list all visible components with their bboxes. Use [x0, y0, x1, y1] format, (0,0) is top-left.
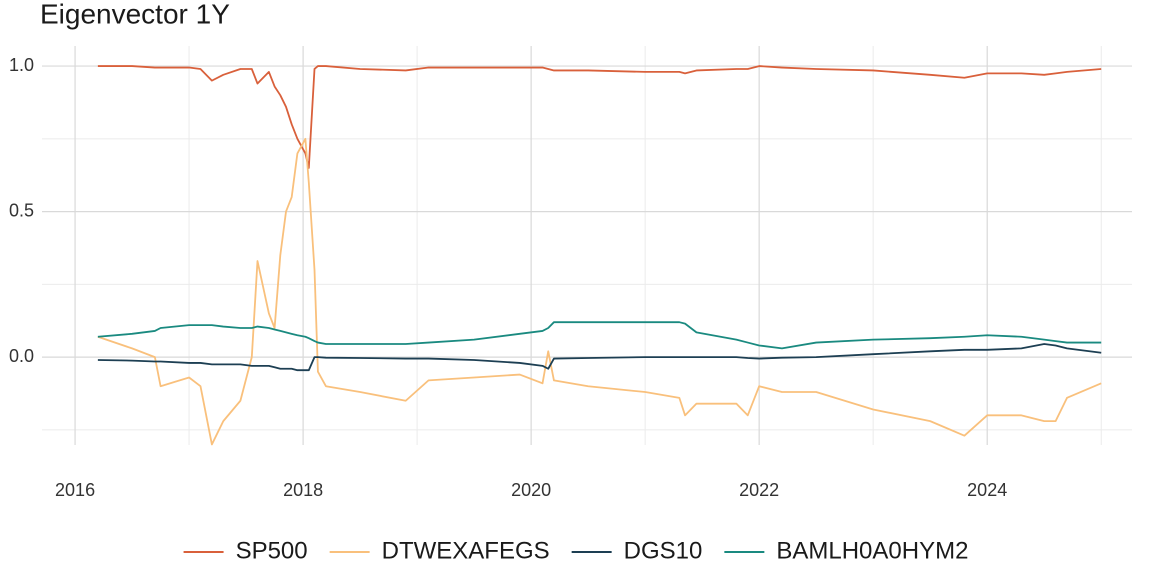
- series-line: [97, 343, 1102, 372]
- legend-label: DTWEXAFEGS: [382, 537, 550, 564]
- series-line: [97, 65, 1102, 169]
- x-tick-label: 2024: [967, 480, 1007, 500]
- y-tick-label: 1.0: [9, 55, 34, 75]
- legend-label: BAMLH0A0HYM2: [776, 537, 968, 564]
- legend-item: DTWEXAFEGS: [329, 537, 550, 564]
- series-line: [97, 137, 1102, 446]
- legend-label: DGS10: [624, 537, 703, 564]
- y-tick-label: 0.5: [9, 200, 34, 220]
- x-tick-label: 2016: [55, 480, 95, 500]
- x-tick-label: 2022: [739, 480, 779, 500]
- x-tick-label: 2020: [511, 480, 551, 500]
- lines: [97, 65, 1102, 446]
- y-tick-label: 0.0: [9, 346, 34, 366]
- legend-item: BAMLH0A0HYM2: [724, 537, 968, 564]
- legend-item: DGS10: [571, 537, 703, 564]
- series-line: [97, 321, 1102, 350]
- chart-title: Eigenvector 1Y: [40, 0, 230, 29]
- legend: SP500 DTWEXAFEGS DGS10 BAMLH0A0HYM2: [183, 537, 968, 564]
- x-tick-label: 2018: [283, 480, 323, 500]
- legend-item: SP500: [183, 537, 308, 564]
- legend-label: SP500: [236, 537, 308, 564]
